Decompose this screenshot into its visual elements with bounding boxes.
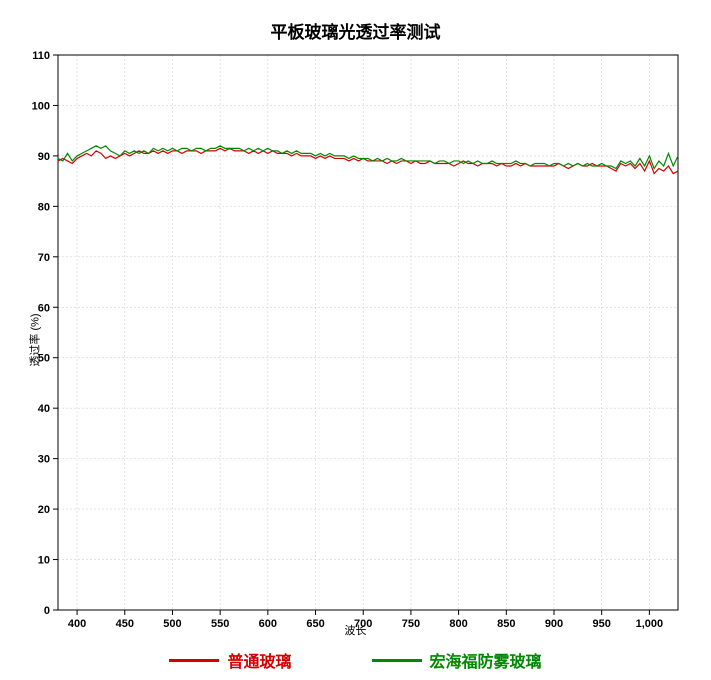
svg-text:70: 70 [38, 252, 50, 264]
svg-text:400: 400 [68, 618, 86, 630]
svg-text:20: 20 [38, 504, 50, 516]
svg-text:90: 90 [38, 151, 50, 163]
legend-item-1: 普通玻璃 [169, 648, 291, 672]
svg-text:30: 30 [38, 454, 50, 466]
plot-svg: 4004505005506006507007508008509009501,00… [0, 0, 711, 680]
svg-text:800: 800 [449, 618, 467, 630]
legend-swatch-1 [169, 659, 219, 662]
svg-text:10: 10 [38, 555, 50, 567]
svg-text:550: 550 [211, 618, 229, 630]
svg-text:110: 110 [32, 50, 50, 62]
legend: 普通玻璃 宏海福防雾玻璃 [0, 648, 711, 672]
svg-text:1,000: 1,000 [636, 618, 664, 630]
svg-text:900: 900 [545, 618, 563, 630]
svg-text:700: 700 [354, 618, 372, 630]
legend-label-1: 普通玻璃 [227, 648, 291, 672]
svg-text:850: 850 [497, 618, 515, 630]
svg-text:0: 0 [44, 605, 50, 617]
chart-container: 平板玻璃光透过率测试 透过率 (%) 波长 400450500550600650… [0, 0, 711, 680]
svg-text:600: 600 [259, 618, 277, 630]
svg-text:40: 40 [38, 403, 50, 415]
svg-text:100: 100 [32, 100, 50, 112]
legend-swatch-2 [372, 659, 422, 662]
legend-item-2: 宏海福防雾玻璃 [372, 648, 542, 672]
svg-text:500: 500 [163, 618, 181, 630]
svg-text:60: 60 [38, 302, 50, 314]
svg-text:80: 80 [38, 201, 50, 213]
svg-text:450: 450 [116, 618, 134, 630]
svg-text:750: 750 [402, 618, 420, 630]
legend-label-2: 宏海福防雾玻璃 [430, 648, 542, 672]
svg-text:950: 950 [593, 618, 611, 630]
svg-text:650: 650 [306, 618, 324, 630]
svg-text:50: 50 [38, 353, 50, 365]
